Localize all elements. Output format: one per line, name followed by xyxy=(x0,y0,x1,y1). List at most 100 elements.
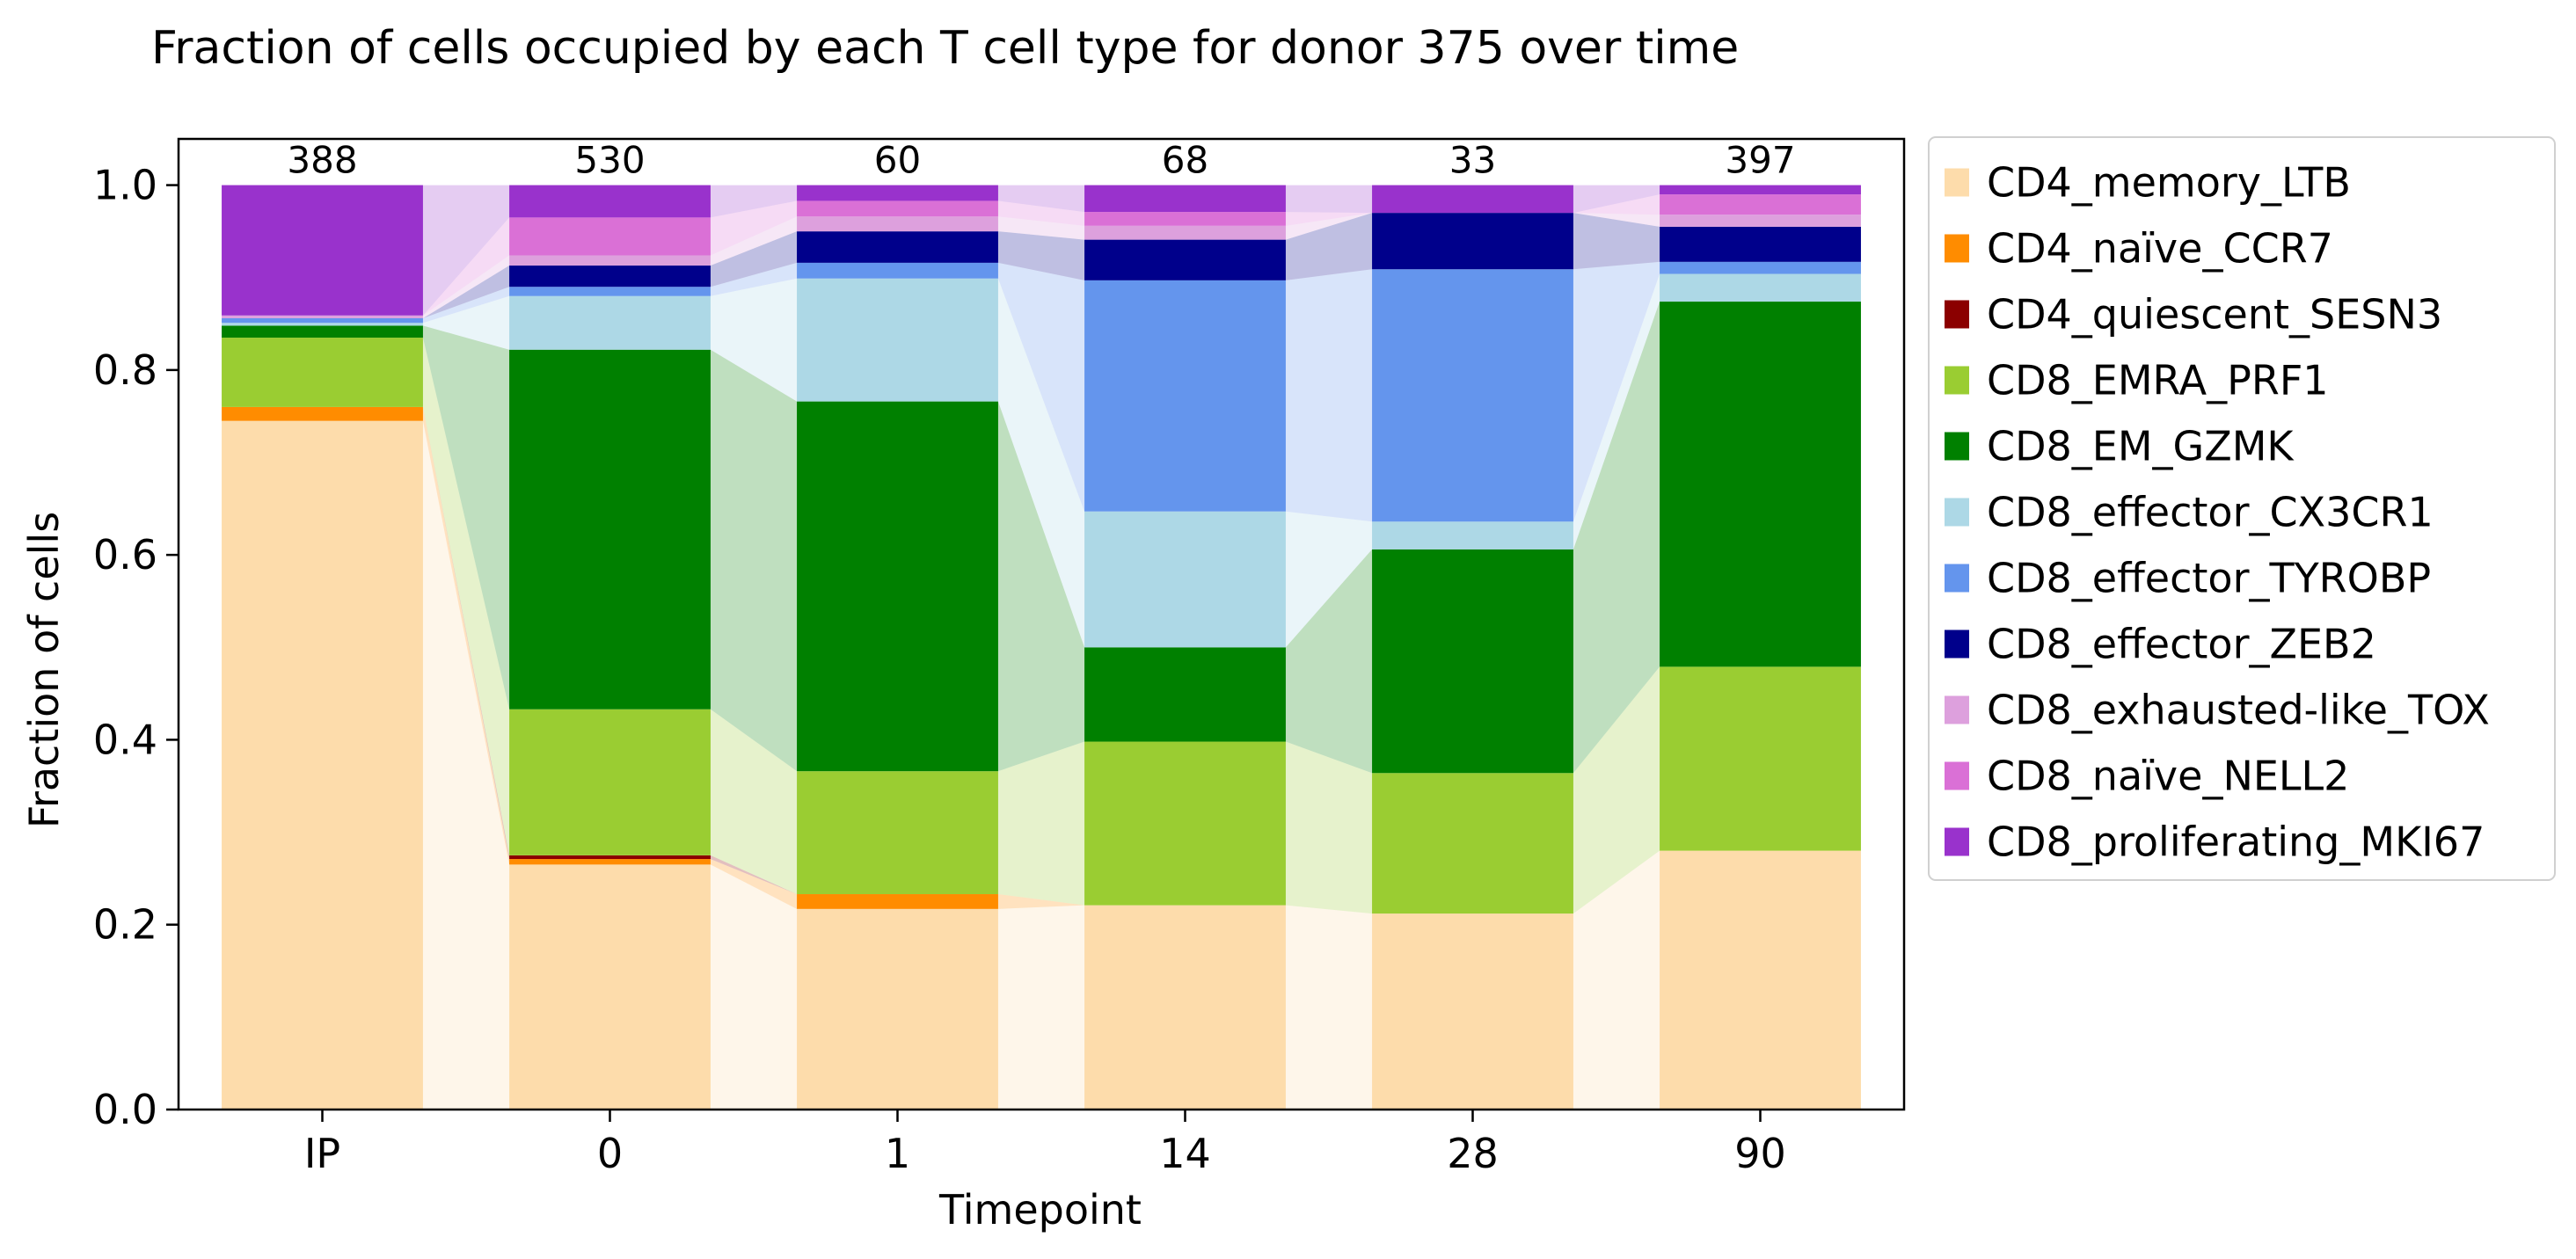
flow-band xyxy=(1573,666,1660,914)
bar-segment xyxy=(797,262,998,279)
x-tick-label: IP xyxy=(304,1130,340,1177)
bar-segment xyxy=(1372,549,1573,774)
x-axis: IP 0 1 14 28 90 xyxy=(304,1110,1786,1177)
flow-band xyxy=(710,278,798,402)
bar-segment xyxy=(797,200,998,217)
x-axis-label: Timepoint xyxy=(938,1186,1142,1234)
bar-segment xyxy=(797,185,998,201)
bar-segment xyxy=(509,859,711,865)
legend-label: CD8_exhausted-like_TOX xyxy=(1987,687,2490,734)
bar-segment xyxy=(1660,185,1861,195)
bar-segment xyxy=(1372,913,1573,1110)
bar-segment xyxy=(509,709,711,855)
flow-band xyxy=(710,859,798,909)
flow-band xyxy=(422,255,510,318)
bar-segment xyxy=(1372,213,1573,270)
flow-band xyxy=(997,185,1085,213)
bar-segment xyxy=(1372,269,1573,522)
bar-segment xyxy=(1084,741,1286,906)
x-tick-label: 90 xyxy=(1734,1130,1786,1177)
bar-segment xyxy=(797,231,998,263)
legend-label: CD8_EMRA_PRF1 xyxy=(1987,357,2329,404)
bar-segment xyxy=(1084,905,1286,1110)
bar-segment xyxy=(222,185,423,316)
flow-band xyxy=(997,216,1085,240)
y-axis-label: Fraction of cells xyxy=(20,512,68,828)
flow-band xyxy=(422,406,510,860)
bar-segment xyxy=(1660,302,1861,667)
flow-band xyxy=(422,217,510,316)
flow-band xyxy=(710,216,798,266)
bar-segment xyxy=(1660,226,1861,262)
bar-segment xyxy=(509,295,711,350)
bar-segment xyxy=(509,349,711,710)
flow-band xyxy=(997,262,1085,512)
bar-segment xyxy=(797,908,998,1110)
legend-swatch xyxy=(1945,234,1969,263)
bar-segment xyxy=(1660,261,1861,274)
bar-segment xyxy=(222,406,423,421)
legend-swatch xyxy=(1945,827,1969,856)
bar-segment xyxy=(1084,212,1286,226)
y-tick-label: 0.4 xyxy=(93,716,157,763)
flow-band xyxy=(422,266,510,318)
bar-segment xyxy=(509,287,711,296)
legend-label: CD4_naïve_CCR7 xyxy=(1987,225,2333,273)
bar-segment xyxy=(1084,185,1286,213)
plot-frame xyxy=(177,137,1906,1111)
legend-swatch xyxy=(1945,761,1969,790)
flow-band xyxy=(710,349,798,772)
bar-segment xyxy=(797,401,998,772)
legend-label: CD4_quiescent_SESN3 xyxy=(1987,291,2442,338)
flow-band xyxy=(1285,213,1373,240)
flow-band xyxy=(710,855,798,895)
flow-band xyxy=(1285,905,1373,1110)
bar-segment xyxy=(1084,647,1286,742)
flow-band xyxy=(997,894,1085,906)
flow-band xyxy=(422,295,510,350)
legend-frame xyxy=(1928,136,2556,881)
legend-label: CD8_effector_TYROBP xyxy=(1987,555,2431,602)
x-tick-label: 28 xyxy=(1447,1130,1499,1177)
legend-swatch xyxy=(1945,630,1969,659)
bar-segment xyxy=(1372,185,1573,214)
bar-segment xyxy=(509,266,711,287)
flow-band xyxy=(1285,213,1373,280)
bar-segment xyxy=(1660,273,1861,302)
flow-band xyxy=(997,401,1085,772)
bar-segment xyxy=(509,855,711,860)
x-tick-label: 14 xyxy=(1159,1130,1211,1177)
legend-label: CD8_EM_GZMK xyxy=(1987,423,2295,470)
legend-label: CD8_naïve_NELL2 xyxy=(1987,753,2349,800)
legend-label: CD8_proliferating_MKI67 xyxy=(1987,819,2485,866)
flow-band xyxy=(997,231,1085,280)
bar-segment xyxy=(509,864,711,1110)
bar-segment xyxy=(222,420,423,1110)
count-label: 530 xyxy=(574,139,645,182)
legend-swatch xyxy=(1945,366,1969,395)
bar-segment xyxy=(1660,215,1861,227)
flow-band xyxy=(710,864,798,1110)
bar-segment xyxy=(1084,280,1286,512)
bar-segment xyxy=(1084,239,1286,280)
chart-title: Fraction of cells occupied by each T cel… xyxy=(151,22,1739,75)
legend-label: CD8_effector_ZEB2 xyxy=(1987,621,2376,668)
flow-band xyxy=(1573,261,1660,522)
flow-band xyxy=(997,894,1085,909)
bar-segment xyxy=(1660,194,1861,215)
legend-swatch xyxy=(1945,564,1969,593)
bar-segment xyxy=(1372,521,1573,549)
y-tick-label: 1.0 xyxy=(93,162,157,209)
flow-band xyxy=(1285,741,1373,914)
y-tick-label: 0.6 xyxy=(93,531,157,579)
flow-band xyxy=(997,741,1085,906)
bar-segment xyxy=(797,894,998,909)
bar-segment xyxy=(1660,666,1861,851)
bar-segment xyxy=(222,317,423,324)
flow-band xyxy=(1573,185,1660,214)
bar-segment xyxy=(222,338,423,407)
flow-band xyxy=(1573,213,1660,227)
flow-band xyxy=(710,262,798,296)
flow-band xyxy=(997,905,1085,1110)
bar-segment xyxy=(1084,511,1286,648)
